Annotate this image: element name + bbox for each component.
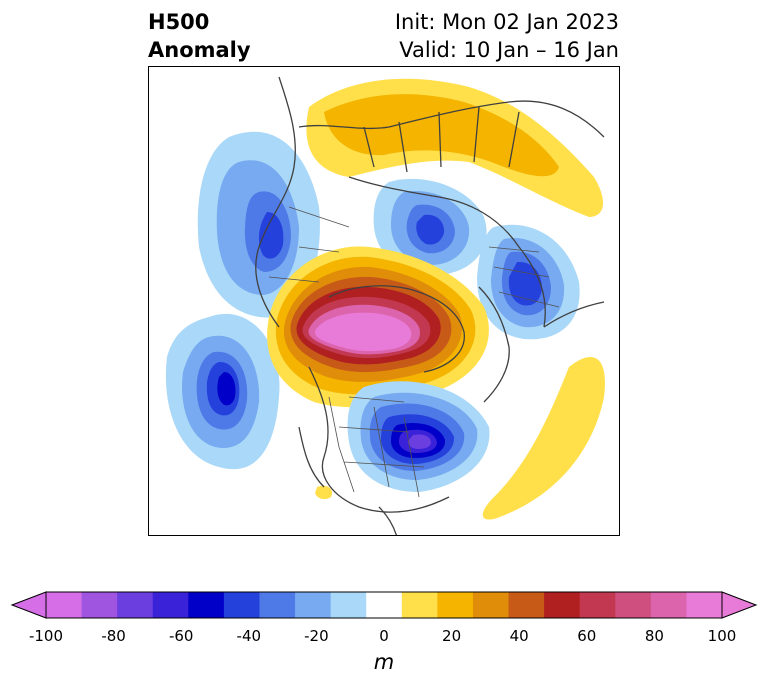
init-date: Init: Mon 02 Jan 2023	[394, 10, 619, 34]
colorbar-segment	[188, 592, 225, 618]
colorbar-tick-label: 20	[442, 627, 462, 645]
colorbar-segment	[152, 592, 189, 618]
colorbar	[10, 591, 758, 619]
gulf-small-positive	[315, 485, 333, 500]
colorbar-tick-label: 80	[644, 627, 664, 645]
colorbar-tick-label: -100	[28, 627, 64, 645]
colorbar-tick-label: 40	[509, 627, 529, 645]
colorbar-segments	[46, 592, 723, 618]
anomaly-map	[148, 66, 620, 536]
pacific-south-negative-anomaly	[165, 313, 280, 470]
colorbar-tick-label: 60	[577, 627, 597, 645]
colorbar-tick-label: -80	[101, 627, 126, 645]
map-canvas	[165, 76, 605, 535]
colorbar-segment	[81, 592, 118, 618]
europe-negative-anomaly	[477, 224, 580, 340]
colorbar-segment	[544, 592, 581, 618]
colorbar-unit: m	[373, 650, 395, 674]
colorbar-segment	[295, 592, 332, 618]
colorbar-segment	[615, 592, 652, 618]
borders	[268, 206, 560, 498]
atlantic-positive-anomaly	[482, 357, 605, 520]
colorbar-tick-label: -60	[168, 627, 194, 645]
kara-negative-anomaly	[373, 178, 487, 276]
colorbar-tick-label: 0	[379, 627, 389, 645]
arctic-positive-anomaly	[267, 246, 489, 408]
colorbar-segment	[330, 592, 367, 618]
colorbar-segment	[366, 592, 403, 618]
colorbar-segment	[579, 592, 616, 618]
colorbar-segment	[223, 592, 260, 618]
plot-title: H500 Anomaly	[148, 8, 251, 64]
colorbar-segment	[686, 592, 723, 618]
title-type: Anomaly	[148, 38, 251, 62]
colorbar-segment	[508, 592, 545, 618]
plot-dates: Init: Mon 02 Jan 2023 Valid: 10 Jan – 16…	[395, 8, 619, 64]
colorbar-segment	[46, 592, 83, 618]
colorbar-max-extension	[721, 591, 758, 619]
colorbar-segment	[472, 592, 510, 618]
colorbar-segment	[259, 592, 296, 618]
colorbar-tick-label: -40	[236, 627, 262, 645]
colorbar-segment	[437, 592, 474, 618]
coastlines	[255, 76, 605, 535]
colorbar-segment	[117, 592, 154, 618]
colorbar-min-extension	[10, 591, 47, 619]
eastern-us-negative-anomaly	[347, 381, 490, 492]
pacific-negative-anomaly	[197, 131, 320, 318]
colorbar-tick-label: -20	[304, 627, 329, 645]
siberia-positive-anomaly	[306, 78, 604, 217]
colorbar-segment	[650, 592, 687, 618]
title-variable: H500	[148, 10, 210, 34]
colorbar-tick-label: 100	[707, 627, 737, 645]
colorbar-segment	[401, 592, 438, 618]
colorbar-outline	[45, 591, 723, 619]
valid-range: Valid: 10 Jan – 16 Jan	[399, 38, 619, 62]
